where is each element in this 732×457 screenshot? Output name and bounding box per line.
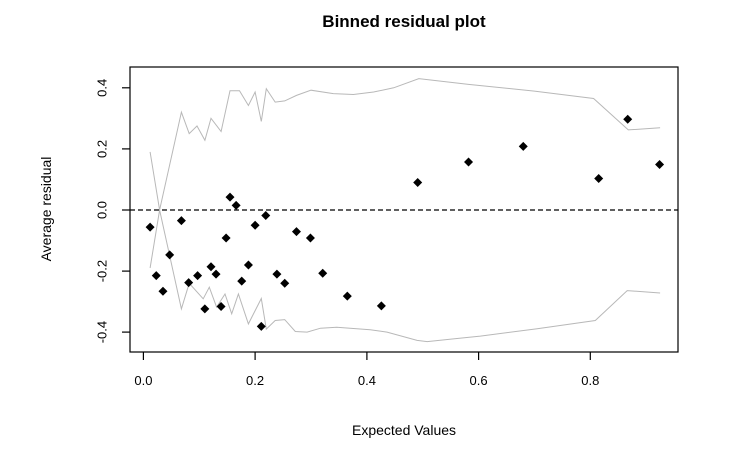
data-point <box>280 278 290 288</box>
x-tick-label: 0.4 <box>358 373 376 388</box>
data-point <box>216 301 226 311</box>
data-point <box>193 271 203 281</box>
data-point <box>318 268 328 278</box>
y-tick-label: -0.2 <box>94 260 109 282</box>
chart-title: Binned residual plot <box>322 12 486 31</box>
data-point <box>243 260 253 270</box>
data-point <box>184 278 194 288</box>
data-point <box>256 321 266 331</box>
confidence-band-lower <box>149 209 661 343</box>
data-point <box>464 157 474 167</box>
confidence-band-upper <box>149 78 661 211</box>
x-tick-label: 0.0 <box>134 373 152 388</box>
data-point <box>165 250 175 260</box>
data-point <box>413 177 423 187</box>
y-tick-label: 0.4 <box>94 79 109 97</box>
data-point <box>151 271 161 281</box>
data-point <box>158 286 168 296</box>
data-point <box>272 269 282 279</box>
data-point <box>176 216 186 226</box>
data-point <box>342 291 352 301</box>
x-tick-label: 0.2 <box>246 373 264 388</box>
data-point <box>594 173 604 183</box>
data-point <box>250 220 260 230</box>
data-point <box>623 114 633 124</box>
y-axis-label: Average residual <box>38 156 54 262</box>
data-point <box>261 210 271 220</box>
data-point <box>305 233 315 243</box>
x-axis-label: Expected Values <box>351 422 457 438</box>
data-point <box>200 304 210 314</box>
x-tick-label: 0.8 <box>581 373 599 388</box>
y-tick-label: -0.4 <box>94 321 109 343</box>
data-point <box>145 222 155 232</box>
x-tick-label: 0.6 <box>470 373 488 388</box>
data-point <box>211 269 221 279</box>
data-point <box>237 276 247 286</box>
data-point <box>518 141 528 151</box>
data-point <box>225 192 235 202</box>
data-point <box>376 301 386 311</box>
data-point <box>221 233 231 243</box>
y-tick-label: 0.2 <box>94 140 109 158</box>
data-point <box>206 262 216 272</box>
data-point <box>655 159 665 169</box>
data-point <box>291 227 301 237</box>
y-tick-label: 0.0 <box>94 201 109 219</box>
data-point <box>231 200 241 210</box>
